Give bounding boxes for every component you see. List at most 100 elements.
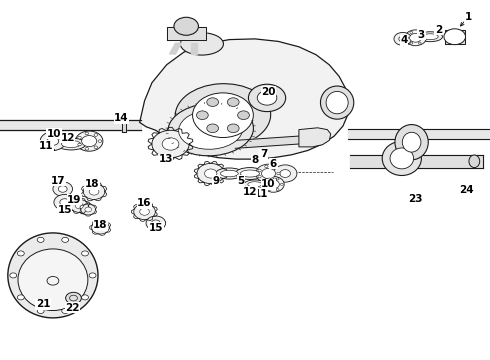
Ellipse shape: [180, 33, 223, 55]
Polygon shape: [140, 39, 349, 159]
Ellipse shape: [418, 32, 442, 42]
Circle shape: [273, 167, 276, 169]
Polygon shape: [235, 136, 299, 148]
Ellipse shape: [422, 34, 438, 40]
Circle shape: [257, 91, 277, 105]
Circle shape: [18, 251, 24, 256]
Circle shape: [78, 136, 81, 139]
Circle shape: [85, 207, 92, 212]
Circle shape: [81, 204, 96, 215]
Circle shape: [18, 295, 24, 300]
Circle shape: [10, 273, 17, 278]
Circle shape: [82, 136, 97, 147]
Circle shape: [71, 199, 88, 212]
Circle shape: [174, 17, 198, 35]
Circle shape: [53, 182, 73, 196]
Circle shape: [264, 183, 267, 185]
Circle shape: [197, 163, 224, 184]
Text: 23: 23: [408, 194, 423, 204]
Circle shape: [37, 237, 44, 242]
Ellipse shape: [8, 233, 98, 318]
Circle shape: [62, 237, 69, 242]
Circle shape: [54, 194, 75, 210]
Circle shape: [276, 189, 279, 191]
Circle shape: [227, 98, 239, 107]
Ellipse shape: [382, 141, 421, 175]
Polygon shape: [348, 129, 489, 139]
Text: 5: 5: [238, 176, 245, 186]
Circle shape: [85, 132, 89, 135]
Circle shape: [422, 37, 425, 39]
Circle shape: [204, 169, 217, 178]
Circle shape: [75, 203, 83, 209]
Circle shape: [207, 98, 219, 107]
Circle shape: [263, 176, 284, 192]
Text: 6: 6: [270, 159, 277, 169]
Polygon shape: [299, 128, 331, 147]
Text: 11: 11: [253, 189, 268, 199]
Text: 10: 10: [261, 179, 276, 189]
Ellipse shape: [469, 155, 480, 167]
Circle shape: [62, 309, 69, 314]
Circle shape: [277, 172, 280, 175]
Text: 10: 10: [47, 129, 61, 139]
Text: 16: 16: [137, 198, 152, 208]
Text: 21: 21: [36, 299, 50, 309]
Circle shape: [85, 148, 89, 150]
Text: 24: 24: [459, 185, 474, 195]
Circle shape: [75, 131, 103, 151]
Polygon shape: [167, 27, 206, 40]
Ellipse shape: [168, 103, 253, 156]
Text: 22: 22: [65, 303, 80, 313]
Text: 17: 17: [50, 176, 65, 186]
Circle shape: [418, 42, 421, 44]
Text: 11: 11: [39, 141, 54, 151]
Text: 18: 18: [93, 220, 108, 230]
Ellipse shape: [179, 110, 243, 149]
Circle shape: [81, 295, 88, 300]
Circle shape: [399, 36, 407, 42]
Circle shape: [83, 184, 105, 199]
Circle shape: [418, 31, 421, 33]
Circle shape: [78, 143, 81, 146]
Text: 9: 9: [212, 176, 219, 186]
Circle shape: [394, 32, 412, 45]
Circle shape: [97, 225, 104, 230]
Circle shape: [258, 175, 261, 178]
Circle shape: [162, 138, 179, 150]
Text: 1: 1: [465, 12, 471, 22]
Circle shape: [66, 292, 81, 304]
Ellipse shape: [320, 86, 354, 119]
Circle shape: [94, 146, 98, 149]
Circle shape: [256, 164, 281, 183]
Circle shape: [134, 204, 155, 220]
Circle shape: [262, 168, 275, 179]
Text: 18: 18: [85, 179, 99, 189]
Circle shape: [146, 216, 166, 230]
Circle shape: [280, 183, 283, 185]
Ellipse shape: [248, 182, 262, 187]
Text: 15: 15: [148, 222, 163, 233]
Ellipse shape: [56, 138, 86, 150]
Ellipse shape: [175, 84, 270, 147]
Ellipse shape: [61, 140, 80, 148]
Circle shape: [258, 169, 261, 172]
Ellipse shape: [244, 180, 266, 189]
Circle shape: [238, 111, 249, 120]
Circle shape: [196, 111, 208, 120]
Circle shape: [94, 134, 98, 136]
Circle shape: [37, 309, 44, 314]
Circle shape: [248, 84, 286, 112]
Text: 7: 7: [260, 149, 268, 159]
Circle shape: [40, 132, 66, 150]
Polygon shape: [445, 30, 465, 44]
Circle shape: [406, 37, 409, 39]
Circle shape: [151, 220, 160, 226]
Circle shape: [268, 178, 270, 180]
Circle shape: [273, 165, 297, 182]
Ellipse shape: [235, 167, 265, 179]
Text: 13: 13: [158, 154, 173, 164]
Circle shape: [152, 130, 189, 158]
Circle shape: [410, 42, 413, 44]
Circle shape: [265, 179, 268, 182]
